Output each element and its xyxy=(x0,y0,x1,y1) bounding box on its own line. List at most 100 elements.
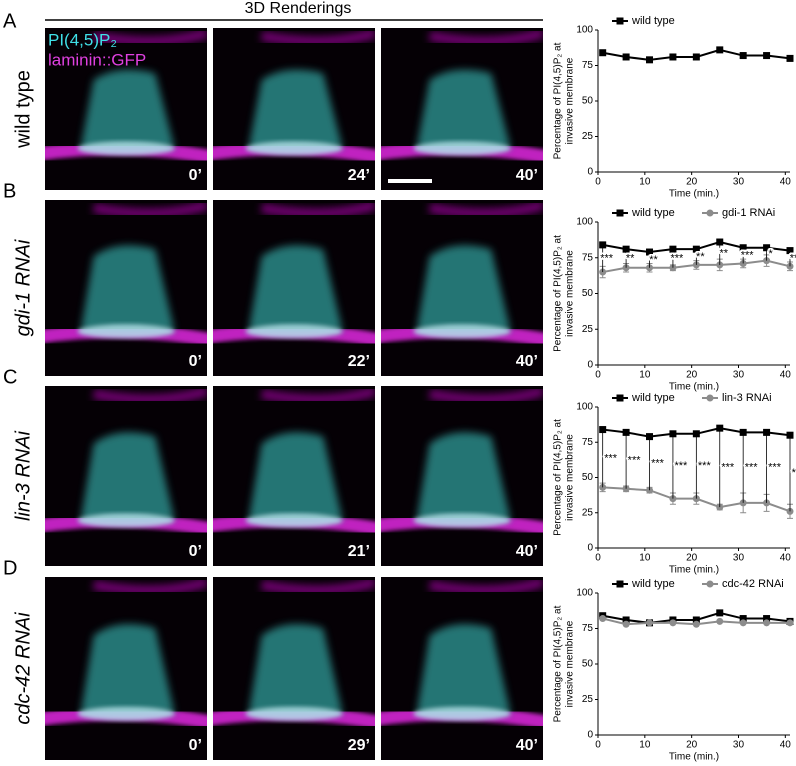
laminin-band-top xyxy=(428,386,543,405)
cell-base xyxy=(77,141,175,156)
y-axis-label: Percentage of PI(4,5)P₂ at xyxy=(553,605,564,722)
cell xyxy=(80,432,175,521)
legend-marker xyxy=(616,209,624,217)
panel-letter: C xyxy=(3,366,17,388)
y-tick-label: 0 xyxy=(587,730,593,741)
micrograph-content xyxy=(213,577,375,730)
significance: *** xyxy=(792,467,796,479)
cell xyxy=(248,69,343,149)
x-tick-label: 20 xyxy=(686,370,698,381)
cell-base xyxy=(245,141,343,156)
y-axis-label: Percentage of PI(4,5)P₂ at xyxy=(553,42,564,159)
data-point xyxy=(763,615,771,623)
legend-label: wild type xyxy=(631,392,675,404)
row-label: wild type xyxy=(12,70,34,149)
y-tick-label: 75 xyxy=(582,60,594,71)
time-stamp: 22’ xyxy=(348,353,370,370)
laminin-band-top xyxy=(260,200,375,219)
significance: *** xyxy=(671,252,685,264)
time-stamp: 24’ xyxy=(348,167,370,184)
cell xyxy=(416,245,511,332)
time-stamp: 29’ xyxy=(348,737,370,754)
data-point xyxy=(739,619,747,627)
cell-base xyxy=(245,324,343,339)
laminin-band-top xyxy=(428,200,543,219)
x-tick-label: 20 xyxy=(686,553,698,564)
cell-base xyxy=(245,706,343,721)
micrograph xyxy=(45,200,207,376)
cell xyxy=(416,69,511,149)
data-point xyxy=(646,619,654,627)
significance: *** xyxy=(628,454,642,466)
legend-label: wild type xyxy=(631,578,675,590)
micrograph xyxy=(213,28,375,190)
panel-letter: A xyxy=(3,10,17,32)
data-point xyxy=(692,616,700,624)
micrograph xyxy=(45,577,207,760)
laminin-band-top xyxy=(260,577,375,596)
legend-marker xyxy=(616,394,624,402)
x-tick-label: 30 xyxy=(733,553,745,564)
micrograph-content xyxy=(45,577,207,730)
data-point xyxy=(599,49,607,57)
cell xyxy=(416,432,511,521)
x-tick-label: 0 xyxy=(595,177,601,188)
significance: *** xyxy=(651,457,665,469)
data-point xyxy=(599,615,607,623)
significance: ** xyxy=(719,247,728,259)
legend-marker xyxy=(706,209,714,217)
legend-marker xyxy=(616,17,624,25)
data-point xyxy=(622,616,630,624)
cell xyxy=(80,245,175,332)
laminin-band-top xyxy=(428,28,543,47)
micrograph xyxy=(381,577,543,760)
data-point xyxy=(669,53,677,61)
data-point xyxy=(786,54,794,62)
micrograph xyxy=(213,577,375,760)
time-stamp: 0’ xyxy=(189,167,202,184)
row-label: lin-3 RNAi xyxy=(12,430,34,521)
time-stamp: 40’ xyxy=(516,353,538,370)
micrograph xyxy=(213,200,375,376)
x-tick-label: 40 xyxy=(780,740,792,751)
x-tick-label: 40 xyxy=(780,370,792,381)
y-tick-label: 75 xyxy=(582,252,594,263)
significance: ** xyxy=(790,252,796,264)
cell-base xyxy=(77,513,175,528)
cell xyxy=(248,624,343,714)
micrograph xyxy=(45,28,207,190)
cell-base xyxy=(413,706,511,721)
micrograph-content xyxy=(45,200,207,347)
micrograph xyxy=(213,386,375,566)
x-tick-label: 20 xyxy=(686,177,698,188)
y-tick-label: 100 xyxy=(576,402,593,413)
significance: *** xyxy=(675,460,689,472)
laminin-band-top xyxy=(92,386,207,405)
x-axis-label: Time (min.) xyxy=(669,382,719,393)
y-tick-label: 25 xyxy=(582,131,594,142)
y-axis-label: invasive membrane xyxy=(565,250,576,337)
x-tick-label: 40 xyxy=(780,177,792,188)
laminin-band-top xyxy=(260,28,375,47)
y-tick-label: 100 xyxy=(576,217,593,228)
data-point xyxy=(646,56,654,64)
x-tick-label: 20 xyxy=(686,740,698,751)
legend-label: lin-3 RNAi xyxy=(722,392,772,404)
micrograph xyxy=(381,28,543,190)
micrograph-content xyxy=(45,28,207,164)
y-tick-label: 75 xyxy=(582,623,594,634)
significance: *** xyxy=(698,460,712,472)
y-tick-label: 75 xyxy=(582,437,594,448)
laminin-band-top xyxy=(92,28,207,47)
row-label: cdc-42 RNAi xyxy=(12,612,34,725)
legend-label: gdi-1 RNAi xyxy=(722,207,775,219)
data-point xyxy=(763,619,771,627)
legend-label: wild type xyxy=(631,15,675,27)
micrograph-content xyxy=(213,28,375,164)
time-stamp: 0’ xyxy=(189,543,202,560)
row-label: gdi-1 RNAi xyxy=(12,239,34,336)
x-axis-label: Time (min.) xyxy=(669,752,719,763)
y-tick-label: 100 xyxy=(576,588,593,599)
micrograph-content xyxy=(381,386,543,536)
significance: ** xyxy=(626,252,635,264)
